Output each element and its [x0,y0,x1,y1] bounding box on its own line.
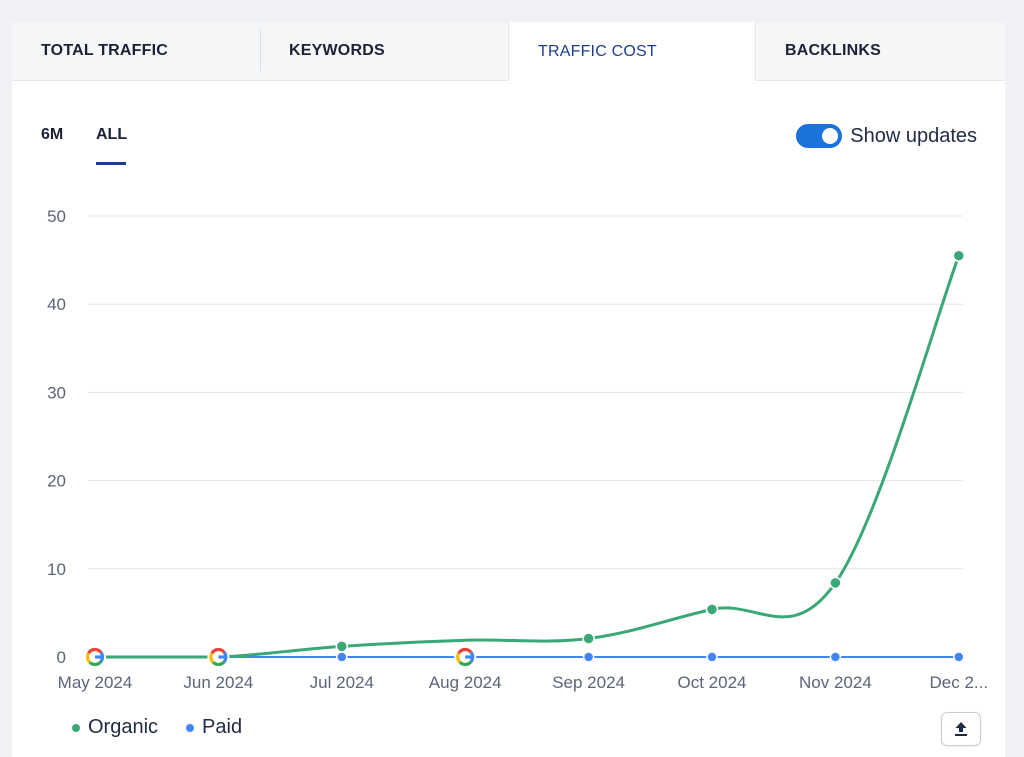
data-point-paid[interactable] [706,651,718,663]
toggle-label: Show updates [850,124,977,147]
data-point-organic[interactable] [952,249,966,262]
google-update-icon[interactable] [207,646,230,668]
tab-total-traffic[interactable]: TOTAL TRAFFIC [41,42,169,59]
google-update-icon[interactable] [84,646,106,668]
data-point-organic[interactable] [705,603,719,616]
y-tick-label: 20 [47,472,66,491]
traffic-cost-chart: 0 10 20 30 40 50 May 2024 Jun 2024 Jul 2024 Aug 2… [47,207,989,692]
data-point-paid[interactable] [336,651,348,663]
chart-legend: Organic Paid [72,716,242,739]
data-point-paid[interactable] [829,651,842,663]
x-tick-label: Nov 2024 [799,673,872,692]
data-point-organic[interactable] [829,576,842,590]
x-tick-label: Aug 2024 [429,673,502,692]
legend-dot-paid [186,723,195,732]
data-point-paid[interactable] [582,651,595,663]
tab-traffic-cost[interactable]: TRAFFIC COST [508,22,756,81]
series-line-organic [95,255,961,659]
y-tick-label: 10 [47,560,66,579]
x-tick-label: Jul 2024 [310,673,374,692]
y-tick-label: 50 [47,207,66,226]
upload-icon [955,722,967,736]
x-tick-label: Oct 2024 [678,673,747,692]
legend-dot-organic [72,723,80,732]
export-button[interactable] [941,712,981,746]
show-updates-toggle[interactable]: Show updates [796,124,977,148]
x-tick-label: Jun 2024 [183,673,253,692]
x-tick-label: May 2024 [58,673,133,692]
y-tick-label: 30 [47,383,66,402]
tab-keywords[interactable]: KEYWORDS [260,22,508,80]
x-tick-label: Sep 2024 [552,673,625,692]
data-point-organic[interactable] [582,632,595,645]
traffic-chart-card: TOTAL TRAFFIC KEYWORDS TRAFFIC COST BACK… [12,22,1005,757]
data-point-organic[interactable] [335,640,349,653]
google-update-icon[interactable] [454,646,477,668]
range-all-button[interactable]: ALL [96,126,128,143]
legend-label-paid: Paid [202,716,243,738]
legend-item-paid[interactable]: Paid [186,716,242,739]
y-tick-label: 40 [47,295,66,314]
toggle-switch[interactable] [796,124,843,148]
legend-label-organic: Organic [88,716,159,738]
tab-backlinks[interactable]: BACKLINKS [785,42,882,59]
metric-tabs: TOTAL TRAFFIC KEYWORDS TRAFFIC COST BACK… [12,22,1005,81]
range-6m-button[interactable]: 6M [41,126,64,143]
toggle-knob [822,128,839,144]
y-tick-label: 0 [57,648,66,667]
range-selected-indicator [96,162,126,165]
legend-item-organic[interactable]: Organic [72,716,158,739]
data-point-paid[interactable] [953,651,965,663]
x-tick-label: Dec 2... [930,673,989,692]
